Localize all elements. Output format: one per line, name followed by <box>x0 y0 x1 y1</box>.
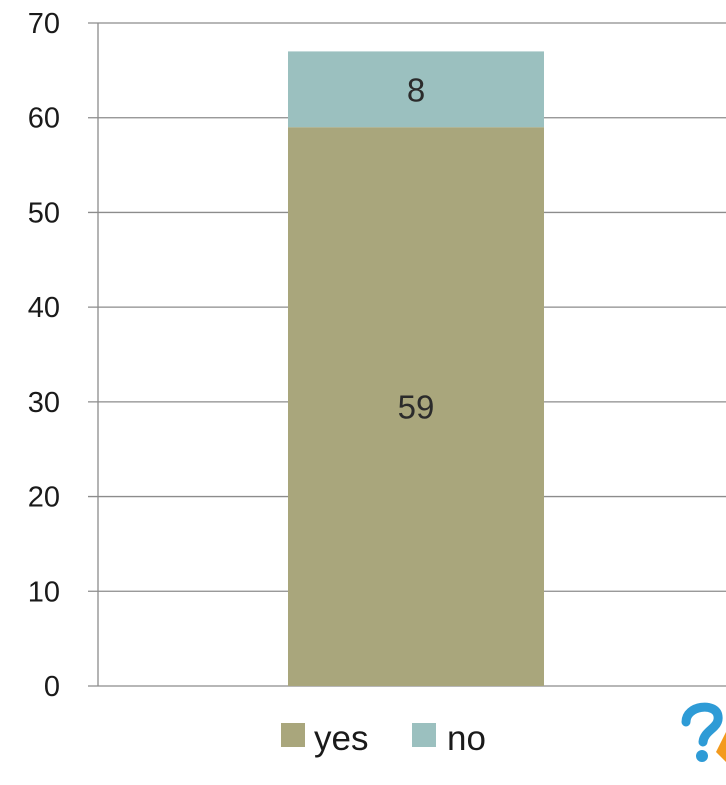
question-mark-logo-icon <box>681 702 726 762</box>
y-axis: 0 10 20 30 40 50 60 70 <box>28 8 99 703</box>
y-tick-label-70: 70 <box>28 8 60 40</box>
bar-stack <box>288 51 544 686</box>
legend-label-yes: yes <box>314 719 368 758</box>
y-tick-label-40: 40 <box>28 292 60 324</box>
legend-label-no: no <box>447 719 486 758</box>
y-tick-label-10: 10 <box>28 576 60 608</box>
bar-segment-yes <box>288 127 544 686</box>
legend-swatch-no <box>412 723 436 747</box>
legend-swatch-yes <box>281 723 305 747</box>
data-label-yes: 59 <box>398 389 435 426</box>
y-tick-label-20: 20 <box>28 482 60 514</box>
data-label-no: 8 <box>407 71 425 108</box>
bar-segment-no <box>288 51 544 128</box>
data-labels: 59 8 <box>398 71 435 425</box>
y-tick-label-60: 60 <box>28 103 60 135</box>
y-tick-label-30: 30 <box>28 387 60 419</box>
legend: yes no <box>281 719 486 758</box>
y-tick-label-0: 0 <box>44 671 60 703</box>
y-tick-label-50: 50 <box>28 197 60 229</box>
